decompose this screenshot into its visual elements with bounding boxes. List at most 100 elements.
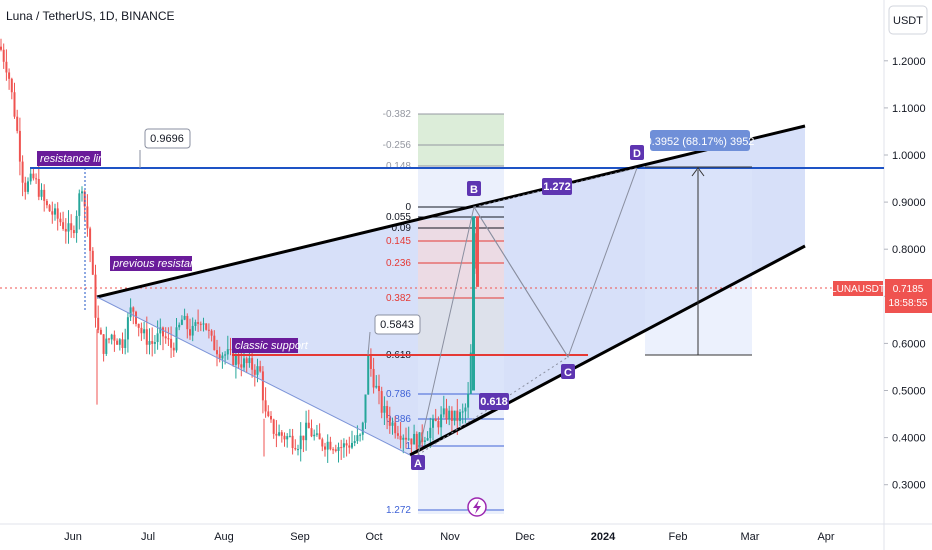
projection-arrow-head (691, 167, 705, 177)
candle-body (259, 366, 262, 372)
fib-level-label: 0.382 (386, 293, 411, 304)
fib-level-label: 1.272 (386, 505, 411, 516)
wedge-left-edge (96, 296, 411, 456)
candle-body (391, 422, 394, 426)
candle-body (180, 319, 183, 325)
candle-body (186, 315, 189, 330)
candle-body (43, 189, 46, 201)
candle-body (253, 369, 256, 375)
fib-level-label: 0.055 (386, 212, 411, 223)
candle-body (329, 441, 332, 450)
candle-body (124, 339, 127, 348)
candle-body (226, 349, 229, 355)
classic-support-label-bg (232, 338, 298, 353)
candle-body (291, 435, 294, 449)
candle-body (405, 437, 407, 440)
candle-body (380, 391, 383, 413)
resistance-callout-bg (144, 128, 191, 149)
previous-resistance-label: previous resistance (112, 258, 208, 270)
point-d-bg (630, 145, 644, 160)
candle-body (229, 349, 232, 351)
candle-body (27, 181, 29, 192)
candle-body (388, 417, 391, 426)
candle-body (202, 323, 205, 325)
candle-body (75, 215, 78, 234)
resistance-label: resistance line (40, 153, 110, 165)
candle-body (267, 411, 270, 417)
candle-body (189, 329, 191, 336)
candle-body (310, 428, 313, 437)
x-tick-label: Mar (741, 531, 760, 543)
candle-body (299, 435, 302, 450)
candle-body (383, 406, 386, 413)
x-tick-label: Sep (290, 531, 310, 543)
candle-body (48, 205, 51, 212)
point-c: C (564, 367, 572, 379)
ratio-1272-label: 1.272 (543, 181, 571, 193)
x-tick-label: Apr (817, 531, 834, 543)
candle-body (94, 274, 97, 318)
lightning-icon-glyph (473, 500, 481, 514)
candle-body (307, 422, 310, 429)
candle-body (476, 216, 479, 287)
price-axis[interactable]: 1.20001.10001.00000.90000.80000.70000.60… (884, 56, 926, 492)
x-tick-label: Jul (141, 531, 155, 543)
candle-body (356, 435, 359, 442)
fib-level-label: 1 (405, 441, 411, 452)
point-c-bg (561, 364, 575, 379)
bc-leg (473, 206, 569, 358)
support-callout: 0.5843 (380, 319, 414, 331)
wedge-upper-line (96, 124, 806, 299)
fib-area-red (418, 220, 504, 298)
candle-body (54, 208, 56, 215)
fib-area-gray (418, 298, 504, 356)
candle-body (234, 355, 237, 365)
time-axis[interactable]: Jun Jul Aug Sep Oct Nov Dec 2024 Feb Mar Apr (64, 531, 835, 543)
candle-body (448, 410, 451, 420)
candle-body (245, 358, 248, 364)
candle-body (359, 434, 362, 436)
y-tick-label: 1.0000 (892, 150, 926, 162)
candle-body (121, 339, 124, 348)
candle-body (467, 393, 470, 408)
wedge-lower-line (409, 244, 806, 457)
candle-body (213, 335, 216, 351)
candle-body (167, 338, 170, 340)
candle-body (221, 355, 224, 359)
candle-body (99, 329, 102, 335)
candle-body (275, 433, 278, 436)
fib-level-label: 0.236 (386, 258, 411, 269)
candle-body (132, 307, 135, 312)
point-b-bg (467, 181, 481, 196)
candle-body (37, 178, 40, 197)
candle-body (143, 329, 146, 334)
fib-level-label: 0 (405, 202, 411, 213)
candle-body (0, 46, 2, 50)
candle-body (272, 419, 275, 434)
candle-body (445, 408, 448, 420)
candle-body (280, 432, 283, 436)
candle-body (126, 317, 129, 340)
currency-button[interactable] (888, 5, 928, 35)
candle-body (105, 338, 108, 354)
candle-body (469, 352, 472, 394)
point-d: D (633, 148, 641, 160)
candle-body (207, 329, 210, 331)
fib-level-label: 0.09 (392, 223, 412, 234)
candle-body (278, 432, 281, 436)
candle-body (429, 427, 432, 439)
y-tick-label: 0.3000 (892, 480, 926, 492)
candle-body (113, 334, 116, 341)
fib-level-label: 0.786 (386, 389, 411, 400)
candle-body (318, 433, 321, 440)
y-tick-label: 0.4000 (892, 433, 926, 445)
candle-body (199, 323, 202, 325)
candle-body (5, 61, 8, 73)
price-tag-value: 0.7185 (893, 284, 924, 295)
symbol-tag (833, 281, 883, 296)
candle-body (159, 327, 162, 334)
candle-body (240, 364, 243, 368)
candle-body (197, 322, 200, 324)
candle-body (434, 418, 437, 422)
candle-body (162, 327, 164, 337)
